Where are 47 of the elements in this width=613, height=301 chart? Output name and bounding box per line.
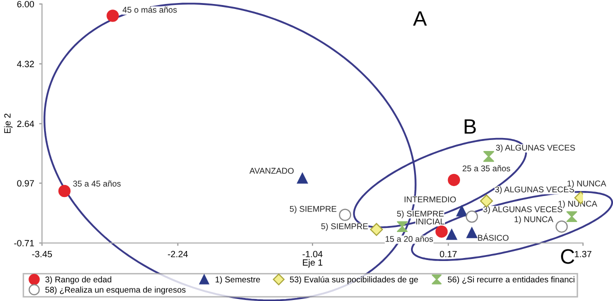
point [556, 220, 568, 233]
x-axis-title: Eje 1 [302, 259, 322, 268]
x-tick-label: -1.04 [302, 250, 323, 258]
point [446, 229, 458, 240]
point [448, 174, 460, 186]
annotation: 45 o más años [122, 6, 177, 13]
y-tick-label: 6.00 [17, 0, 34, 8]
point [338, 208, 352, 221]
x-tick-label: -2.24 [168, 250, 188, 258]
x-tick-label: 1.37 [574, 250, 592, 258]
point [296, 172, 308, 184]
annotation: INTERMEDIO [404, 196, 456, 202]
x-tick-label: 0.17 [440, 250, 457, 258]
point [106, 10, 119, 22]
annotation: A [413, 11, 427, 26]
point [435, 225, 448, 238]
annotation: 25 a 35 años [462, 165, 510, 172]
y-axis-title: Eje 2 [4, 114, 12, 134]
point [480, 194, 493, 208]
point [466, 227, 478, 238]
x-tick-label: -3.45 [32, 250, 52, 258]
annotation: INICIAL [416, 218, 444, 224]
annotation: 3) ALGUNAS VECES [496, 144, 575, 152]
text: C [561, 249, 574, 264]
annotation: 1) NUNCA [514, 216, 554, 224]
y-tick-label: 0.97 [17, 180, 34, 187]
annotation: B [464, 119, 476, 134]
y-tick-label: 4.32 [17, 60, 34, 68]
annotation: 35 a 45 años [73, 180, 121, 187]
annotation: 3) ALGUNAS VECES [483, 206, 562, 214]
y-tick-label: -0.71 [14, 240, 34, 246]
point [456, 206, 468, 216]
y-tick-label: 2.64 [17, 120, 34, 128]
legend-label: 3) Rango de edad [45, 276, 112, 284]
legend-label: 1) Semestre [216, 276, 260, 284]
legend-label: 53) Evalúa sus pocibilidades de ge [290, 276, 418, 284]
annotation: 15 a 20 años [386, 236, 433, 242]
annotation: 5) SIEMPRE [397, 210, 444, 218]
point [58, 184, 71, 198]
point [370, 223, 383, 236]
annotation: AVANZADO [249, 168, 294, 174]
annotation: BÁSICO [478, 233, 509, 241]
legend-label: 58) ¿Realiza un esquema de ingresos [45, 286, 186, 294]
annotation: 1) NUNCA [568, 180, 606, 188]
point [466, 210, 478, 223]
annotation: 5) SIEMPRE [321, 223, 368, 231]
annotation: 5) SIEMPRE [290, 206, 336, 214]
